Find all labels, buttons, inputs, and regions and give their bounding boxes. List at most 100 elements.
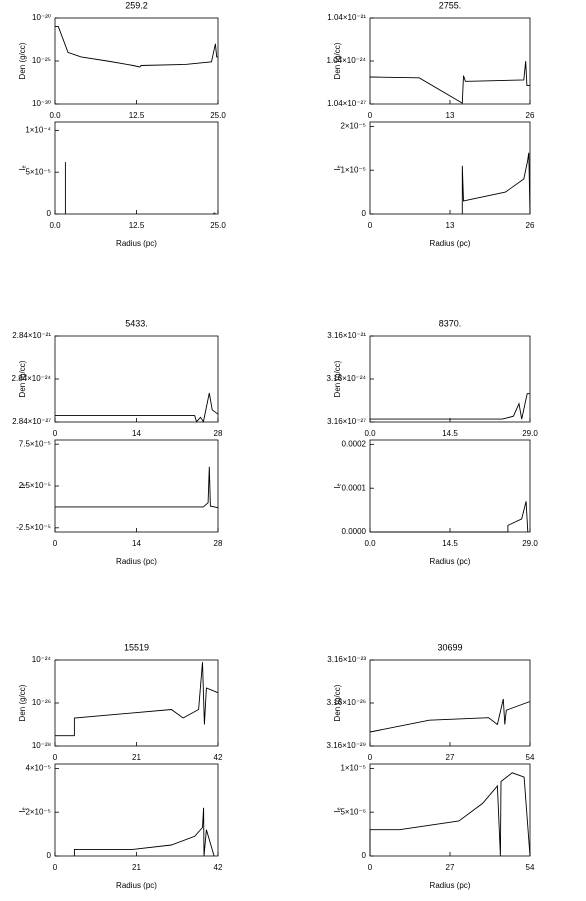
- panel-title: 259.2: [125, 0, 148, 10]
- data-line: [369, 698, 531, 733]
- x-tick-label: 21: [132, 863, 141, 872]
- y-tick-label: 0.0001: [342, 483, 367, 492]
- plot-frame: [54, 17, 219, 105]
- x-tick-label: 0: [368, 111, 373, 120]
- panel-title: 15519: [124, 642, 149, 652]
- y-tick-label: 0: [47, 851, 52, 860]
- plot-frame: [54, 335, 219, 423]
- data-line: [370, 501, 529, 533]
- panel-title: 5433.: [125, 318, 148, 328]
- x-tick-label: 26: [526, 111, 535, 120]
- plot-frame: [369, 17, 531, 105]
- x-tick-label: 25.0: [210, 111, 226, 120]
- x-tick-label: 0: [53, 863, 58, 872]
- data-line: [370, 393, 530, 420]
- data-line: [73, 807, 215, 857]
- x-axis-label: Radius (pc): [430, 557, 471, 566]
- x-tick-label: 29.0: [522, 539, 538, 548]
- x-axis-label: Radius (pc): [430, 881, 471, 890]
- x-tick-label: 12.5: [129, 111, 145, 120]
- y-tick-label: 3.16×10⁻²⁴: [327, 374, 367, 383]
- y-axis-label: Iₑ: [333, 807, 342, 812]
- y-tick-label: 1.04×10⁻²⁴: [327, 56, 367, 65]
- panel-title: 8370.: [439, 318, 462, 328]
- y-tick-label: 2.84×10⁻²¹: [12, 331, 51, 340]
- x-tick-label: 14: [132, 539, 141, 548]
- data-line: [55, 662, 219, 737]
- y-tick-label: 3.16×10⁻²⁷: [327, 417, 366, 426]
- plot-frame: [54, 763, 219, 857]
- x-axis-label: Radius (pc): [430, 239, 471, 248]
- x-tick-label: 28: [214, 429, 223, 438]
- x-tick-label: 14.5: [442, 429, 458, 438]
- y-tick-label: 1×10⁻⁵: [340, 763, 366, 772]
- data-line: [369, 61, 530, 104]
- data-line: [461, 152, 531, 215]
- x-axis-label: Radius (pc): [116, 557, 157, 566]
- y-tick-label: 0: [47, 209, 52, 218]
- plot-frame: [54, 439, 219, 533]
- x-tick-label: 0: [53, 539, 58, 548]
- y-tick-label: 5×10⁻⁶: [340, 807, 366, 816]
- data-line: [64, 162, 216, 214]
- y-tick-label: 0: [362, 209, 367, 218]
- y-tick-label: 3.16×10⁻²³: [327, 655, 366, 664]
- y-tick-label: 10⁻²⁰: [32, 13, 51, 22]
- y-tick-label: 2.84×10⁻²⁷: [12, 417, 51, 426]
- x-axis-label: Radius (pc): [116, 239, 157, 248]
- y-tick-label: 10⁻²⁶: [32, 698, 51, 707]
- x-tick-label: 25.0: [210, 221, 226, 230]
- y-tick-label: 5×10⁻⁵: [25, 167, 51, 176]
- y-axis-label: Den (g/cc): [18, 360, 27, 397]
- y-tick-label: 1.04×10⁻²⁷: [327, 99, 366, 108]
- y-tick-label: 4×10⁻⁵: [25, 763, 51, 772]
- plot-frame: [54, 659, 219, 747]
- y-axis-label: Den (g/cc): [18, 42, 27, 79]
- y-axis-label: Den (g/cc): [18, 684, 27, 721]
- plot-frame: [54, 121, 219, 215]
- plot-frame: [369, 659, 531, 747]
- x-tick-label: 13: [446, 221, 455, 230]
- y-tick-label: -2.5×10⁻⁵: [16, 523, 51, 532]
- x-tick-label: 21: [132, 753, 141, 762]
- y-axis-label: Den (g/cc): [333, 42, 342, 79]
- plot-frame: [369, 335, 531, 423]
- data-line: [55, 26, 218, 68]
- y-axis-label: Iₑ: [18, 483, 27, 488]
- x-tick-label: 42: [214, 753, 223, 762]
- x-tick-label: 0.0: [49, 221, 61, 230]
- x-tick-label: 54: [526, 753, 535, 762]
- plot-frame: [369, 121, 531, 215]
- x-tick-label: 0: [53, 429, 58, 438]
- y-tick-label: 1×10⁻⁴: [25, 125, 51, 134]
- x-tick-label: 12.5: [129, 221, 145, 230]
- data-line: [55, 466, 219, 509]
- x-tick-label: 0: [53, 753, 58, 762]
- x-tick-label: 27: [446, 753, 455, 762]
- x-tick-label: 54: [526, 863, 535, 872]
- y-tick-label: 1×10⁻⁵: [340, 165, 366, 174]
- x-tick-label: 26: [526, 221, 535, 230]
- x-tick-label: 0.0: [364, 539, 376, 548]
- y-tick-label: 10⁻²⁵: [32, 56, 51, 65]
- y-tick-label: 2.84×10⁻²⁴: [12, 374, 52, 383]
- panel-title: 30699: [437, 642, 462, 652]
- x-tick-label: 0: [368, 221, 373, 230]
- x-tick-label: 29.0: [522, 429, 538, 438]
- y-tick-label: 2.5×10⁻⁵: [19, 481, 51, 490]
- x-tick-label: 0.0: [49, 111, 61, 120]
- y-axis-label: Iₑ: [18, 807, 27, 812]
- y-tick-label: 2×10⁻⁵: [340, 121, 366, 130]
- y-axis-label: Den (g/cc): [333, 684, 342, 721]
- y-tick-label: 10⁻²⁴: [32, 655, 52, 664]
- y-axis-label: Den (g/cc): [333, 360, 342, 397]
- y-tick-label: 0.0000: [342, 527, 367, 536]
- x-tick-label: 0: [368, 863, 373, 872]
- x-tick-label: 42: [214, 863, 223, 872]
- x-tick-label: 27: [446, 863, 455, 872]
- plot-frame: [369, 439, 531, 533]
- y-tick-label: 0: [362, 851, 367, 860]
- y-tick-label: 3.16×10⁻²¹: [327, 331, 366, 340]
- data-line: [55, 392, 219, 423]
